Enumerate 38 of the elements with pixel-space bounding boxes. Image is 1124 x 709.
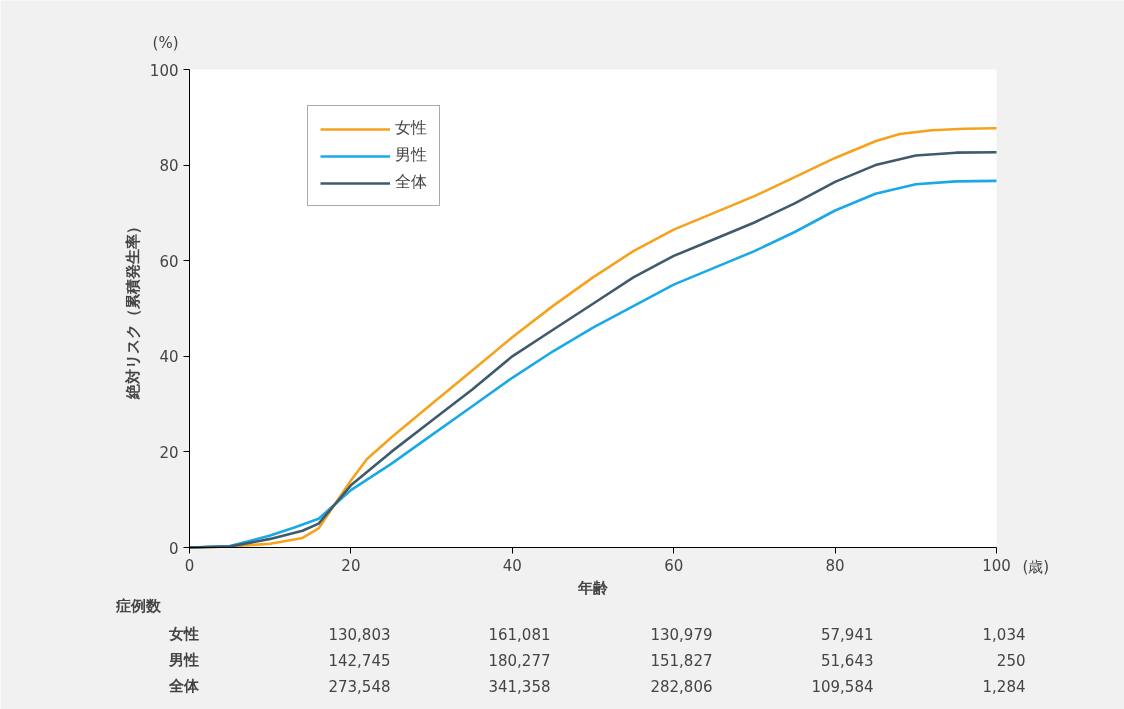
text: 1,284 [982,677,1026,696]
text: 1,034 [982,625,1026,644]
y-tick-label: 0 [168,539,179,558]
legend-label: 女性 [395,118,427,139]
text: 282,806 [650,677,713,696]
y-tick-label: 100 [149,61,179,80]
text: 男性 [167,650,199,669]
x-tick-label: 20 [341,556,361,575]
x-tick-label: 60 [664,556,684,575]
text: (歳) [1022,557,1050,576]
text: 症例数 [114,596,162,615]
x-axis-title: 年齢 [577,578,609,597]
y-axis-title: 絶対リスク（累積発生率） [123,218,142,400]
text: 57,941 [821,625,874,644]
y-tick-label: 20 [159,443,179,462]
x-tick-label: 0 [184,556,195,575]
x-tick-label: 40 [502,556,522,575]
y-tick-label: 60 [159,252,179,271]
text: 142,745 [328,651,391,670]
y-tick-label: 40 [159,348,179,367]
text: (%) [152,33,179,52]
text: 180,277 [488,651,551,670]
legend-label: 男性 [395,145,427,166]
text: 51,643 [821,651,874,670]
text: 341,358 [488,677,551,696]
text: 109,584 [811,677,874,696]
x-tick-label: 80 [825,556,845,575]
text: 273,548 [328,677,391,696]
x-tick-label: 100 [982,556,1011,575]
y-tick-label: 80 [159,157,179,176]
text: 全体 [167,676,200,695]
text: 130,803 [328,625,391,644]
text: 130,979 [650,625,713,644]
legend-label: 全体 [395,172,427,193]
text: 250 [996,651,1026,670]
text: 161,081 [488,625,551,644]
text: 女性 [167,624,199,643]
text: 151,827 [650,651,713,670]
